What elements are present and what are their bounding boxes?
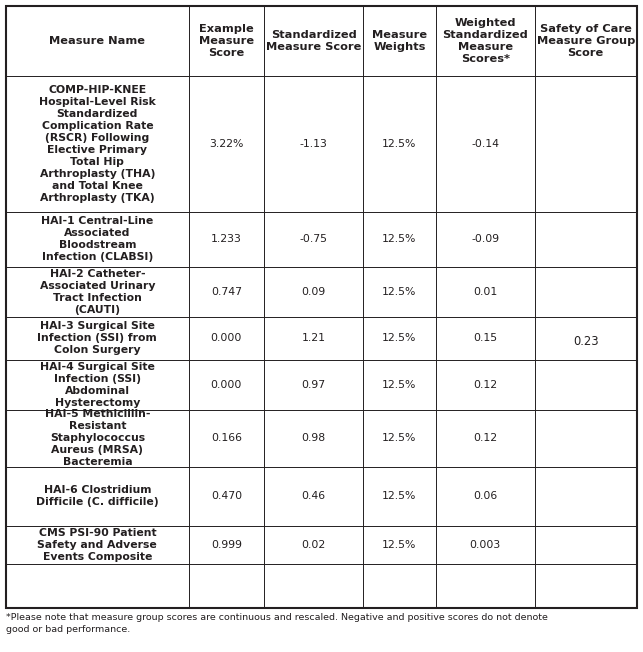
Text: 0.166: 0.166 bbox=[211, 433, 242, 443]
Text: 0.003: 0.003 bbox=[469, 540, 501, 550]
Text: 0.97: 0.97 bbox=[302, 379, 325, 389]
Text: 0.01: 0.01 bbox=[473, 287, 498, 297]
Text: 12.5%: 12.5% bbox=[382, 433, 417, 443]
Text: 12.5%: 12.5% bbox=[382, 333, 417, 343]
Text: 0.999: 0.999 bbox=[211, 540, 242, 550]
Text: Measure
Weights: Measure Weights bbox=[372, 30, 427, 52]
Text: Standardized
Measure Score: Standardized Measure Score bbox=[266, 30, 361, 52]
Text: 0.12: 0.12 bbox=[473, 379, 497, 389]
Text: 0.02: 0.02 bbox=[302, 540, 326, 550]
Text: 12.5%: 12.5% bbox=[382, 139, 417, 149]
Text: CMS PSI-90 Patient
Safety and Adverse
Events Composite: CMS PSI-90 Patient Safety and Adverse Ev… bbox=[37, 527, 157, 562]
Text: 0.06: 0.06 bbox=[473, 491, 498, 501]
Text: 0.747: 0.747 bbox=[211, 287, 242, 297]
Text: Safety of Care
Measure Group
Score: Safety of Care Measure Group Score bbox=[536, 24, 635, 58]
Text: Measure Name: Measure Name bbox=[50, 36, 145, 46]
Text: 12.5%: 12.5% bbox=[382, 379, 417, 389]
Text: COMP-HIP-KNEE
Hospital-Level Risk
Standardized
Complication Rate
(RSCR) Followin: COMP-HIP-KNEE Hospital-Level Risk Standa… bbox=[39, 85, 156, 203]
Text: 0.46: 0.46 bbox=[302, 491, 325, 501]
Text: HAI-4 Surgical Site
Infection (SSI)
Abdominal
Hysterectomy: HAI-4 Surgical Site Infection (SSI) Abdo… bbox=[40, 362, 155, 408]
Text: 0.15: 0.15 bbox=[473, 333, 497, 343]
Text: HAI-1 Central-Line
Associated
Bloodstream
Infection (CLABSI): HAI-1 Central-Line Associated Bloodstrea… bbox=[41, 216, 154, 262]
Text: Weighted
Standardized
Measure
Scores*: Weighted Standardized Measure Scores* bbox=[442, 18, 528, 64]
Text: 12.5%: 12.5% bbox=[382, 540, 417, 550]
Text: 12.5%: 12.5% bbox=[382, 287, 417, 297]
Text: HAI-2 Catheter-
Associated Urinary
Tract Infection
(CAUTI): HAI-2 Catheter- Associated Urinary Tract… bbox=[40, 269, 155, 315]
Text: 12.5%: 12.5% bbox=[382, 491, 417, 501]
Text: 0.09: 0.09 bbox=[302, 287, 326, 297]
Text: -0.75: -0.75 bbox=[300, 234, 328, 244]
Text: -0.09: -0.09 bbox=[471, 234, 500, 244]
Text: 0.12: 0.12 bbox=[473, 433, 497, 443]
Text: -1.13: -1.13 bbox=[300, 139, 327, 149]
Text: 1.21: 1.21 bbox=[302, 333, 325, 343]
Text: HAI-5 Methicillin-
Resistant
Staphylococcus
Aureus (MRSA)
Bacteremia: HAI-5 Methicillin- Resistant Staphylococ… bbox=[44, 409, 150, 467]
Text: 3.22%: 3.22% bbox=[209, 139, 244, 149]
Text: 0.000: 0.000 bbox=[211, 379, 242, 389]
Text: HAI-6 Clostridium
Difficile (C. difficile): HAI-6 Clostridium Difficile (C. difficil… bbox=[36, 485, 159, 507]
Text: *Please note that measure group scores are continuous and rescaled. Negative and: *Please note that measure group scores a… bbox=[6, 613, 548, 634]
Text: 1.233: 1.233 bbox=[211, 234, 242, 244]
Text: 12.5%: 12.5% bbox=[382, 234, 417, 244]
Text: 0.98: 0.98 bbox=[302, 433, 325, 443]
Text: Example
Measure
Score: Example Measure Score bbox=[199, 24, 254, 58]
Text: 0.000: 0.000 bbox=[211, 333, 242, 343]
Text: 0.23: 0.23 bbox=[573, 335, 599, 348]
Text: 0.470: 0.470 bbox=[211, 491, 242, 501]
Text: -0.14: -0.14 bbox=[471, 139, 499, 149]
Text: HAI-3 Surgical Site
Infection (SSI) from
Colon Surgery: HAI-3 Surgical Site Infection (SSI) from… bbox=[37, 321, 157, 355]
